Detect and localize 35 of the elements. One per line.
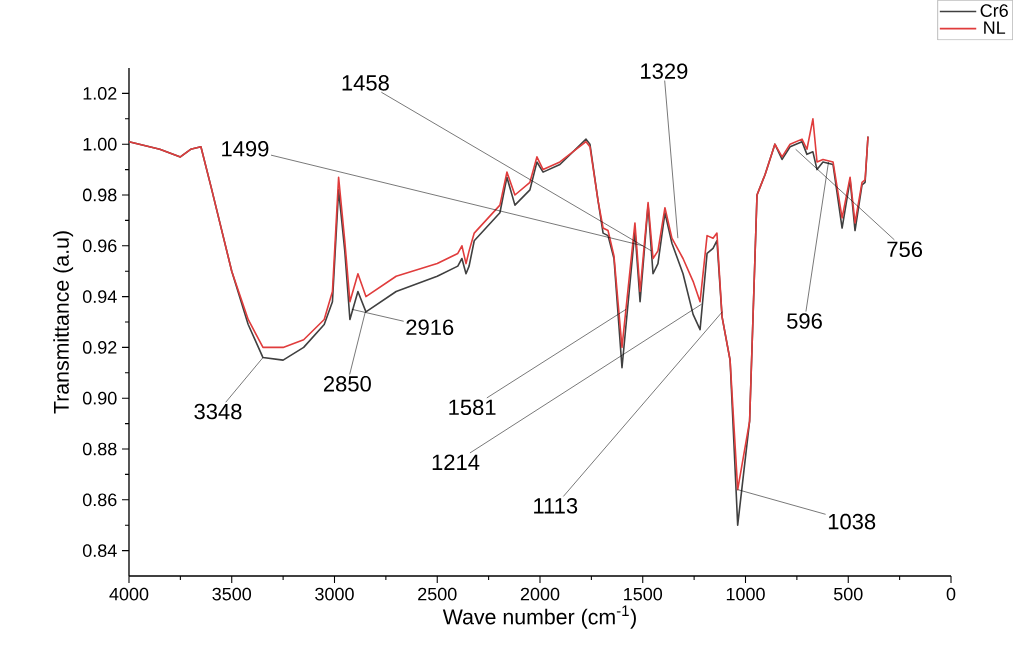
x-tick-label: 1000: [726, 587, 765, 601]
x-tick-label: 500: [833, 587, 863, 601]
y-tick-label: 0.88: [82, 442, 117, 456]
annotation: 3348: [194, 403, 242, 420]
annotation: 1038: [828, 513, 876, 530]
annotation: 596: [787, 313, 822, 329]
annotation: 1458: [342, 75, 389, 91]
x-tick-label: 3500: [212, 587, 252, 601]
y-tick-label: 0.90: [82, 391, 117, 405]
x-axis-title: Wave number (cm$^{-1}$): [442, 605, 636, 629]
x-tick-label: 4000: [109, 587, 149, 601]
x-tick-label: 3000: [315, 587, 354, 601]
y-tick-label: 1.00: [83, 137, 117, 151]
y-tick-label: 0.94: [82, 290, 117, 303]
y-tick-label: 0.96: [82, 239, 117, 253]
legend-label: NL: [984, 21, 1006, 34]
annotation: 1113: [534, 498, 578, 514]
y-tick-label: 0.86: [82, 493, 117, 507]
x-tick-label: 2000: [520, 587, 560, 601]
y-axis-title: Transmittance (a.u): [53, 231, 74, 414]
y-tick-label: 0.92: [82, 341, 117, 354]
legend-label: Cr6: [980, 4, 1008, 17]
annotation: 1214: [432, 454, 480, 470]
annotation: 2850: [323, 376, 371, 392]
y-tick-label: 0.84: [82, 544, 117, 557]
annotation: 2916: [406, 319, 454, 336]
annotation: 1499: [222, 141, 269, 157]
x-tick-label: 0: [946, 587, 956, 601]
annotation: 1329: [641, 63, 688, 79]
x-tick-label: 1500: [624, 587, 663, 601]
y-tick-label: 1.02: [83, 87, 117, 100]
annotation: 1581: [449, 399, 496, 416]
y-tick-label: 0.98: [82, 188, 117, 202]
annotation: 756: [887, 241, 923, 258]
x-tick-label: 2500: [418, 587, 457, 601]
